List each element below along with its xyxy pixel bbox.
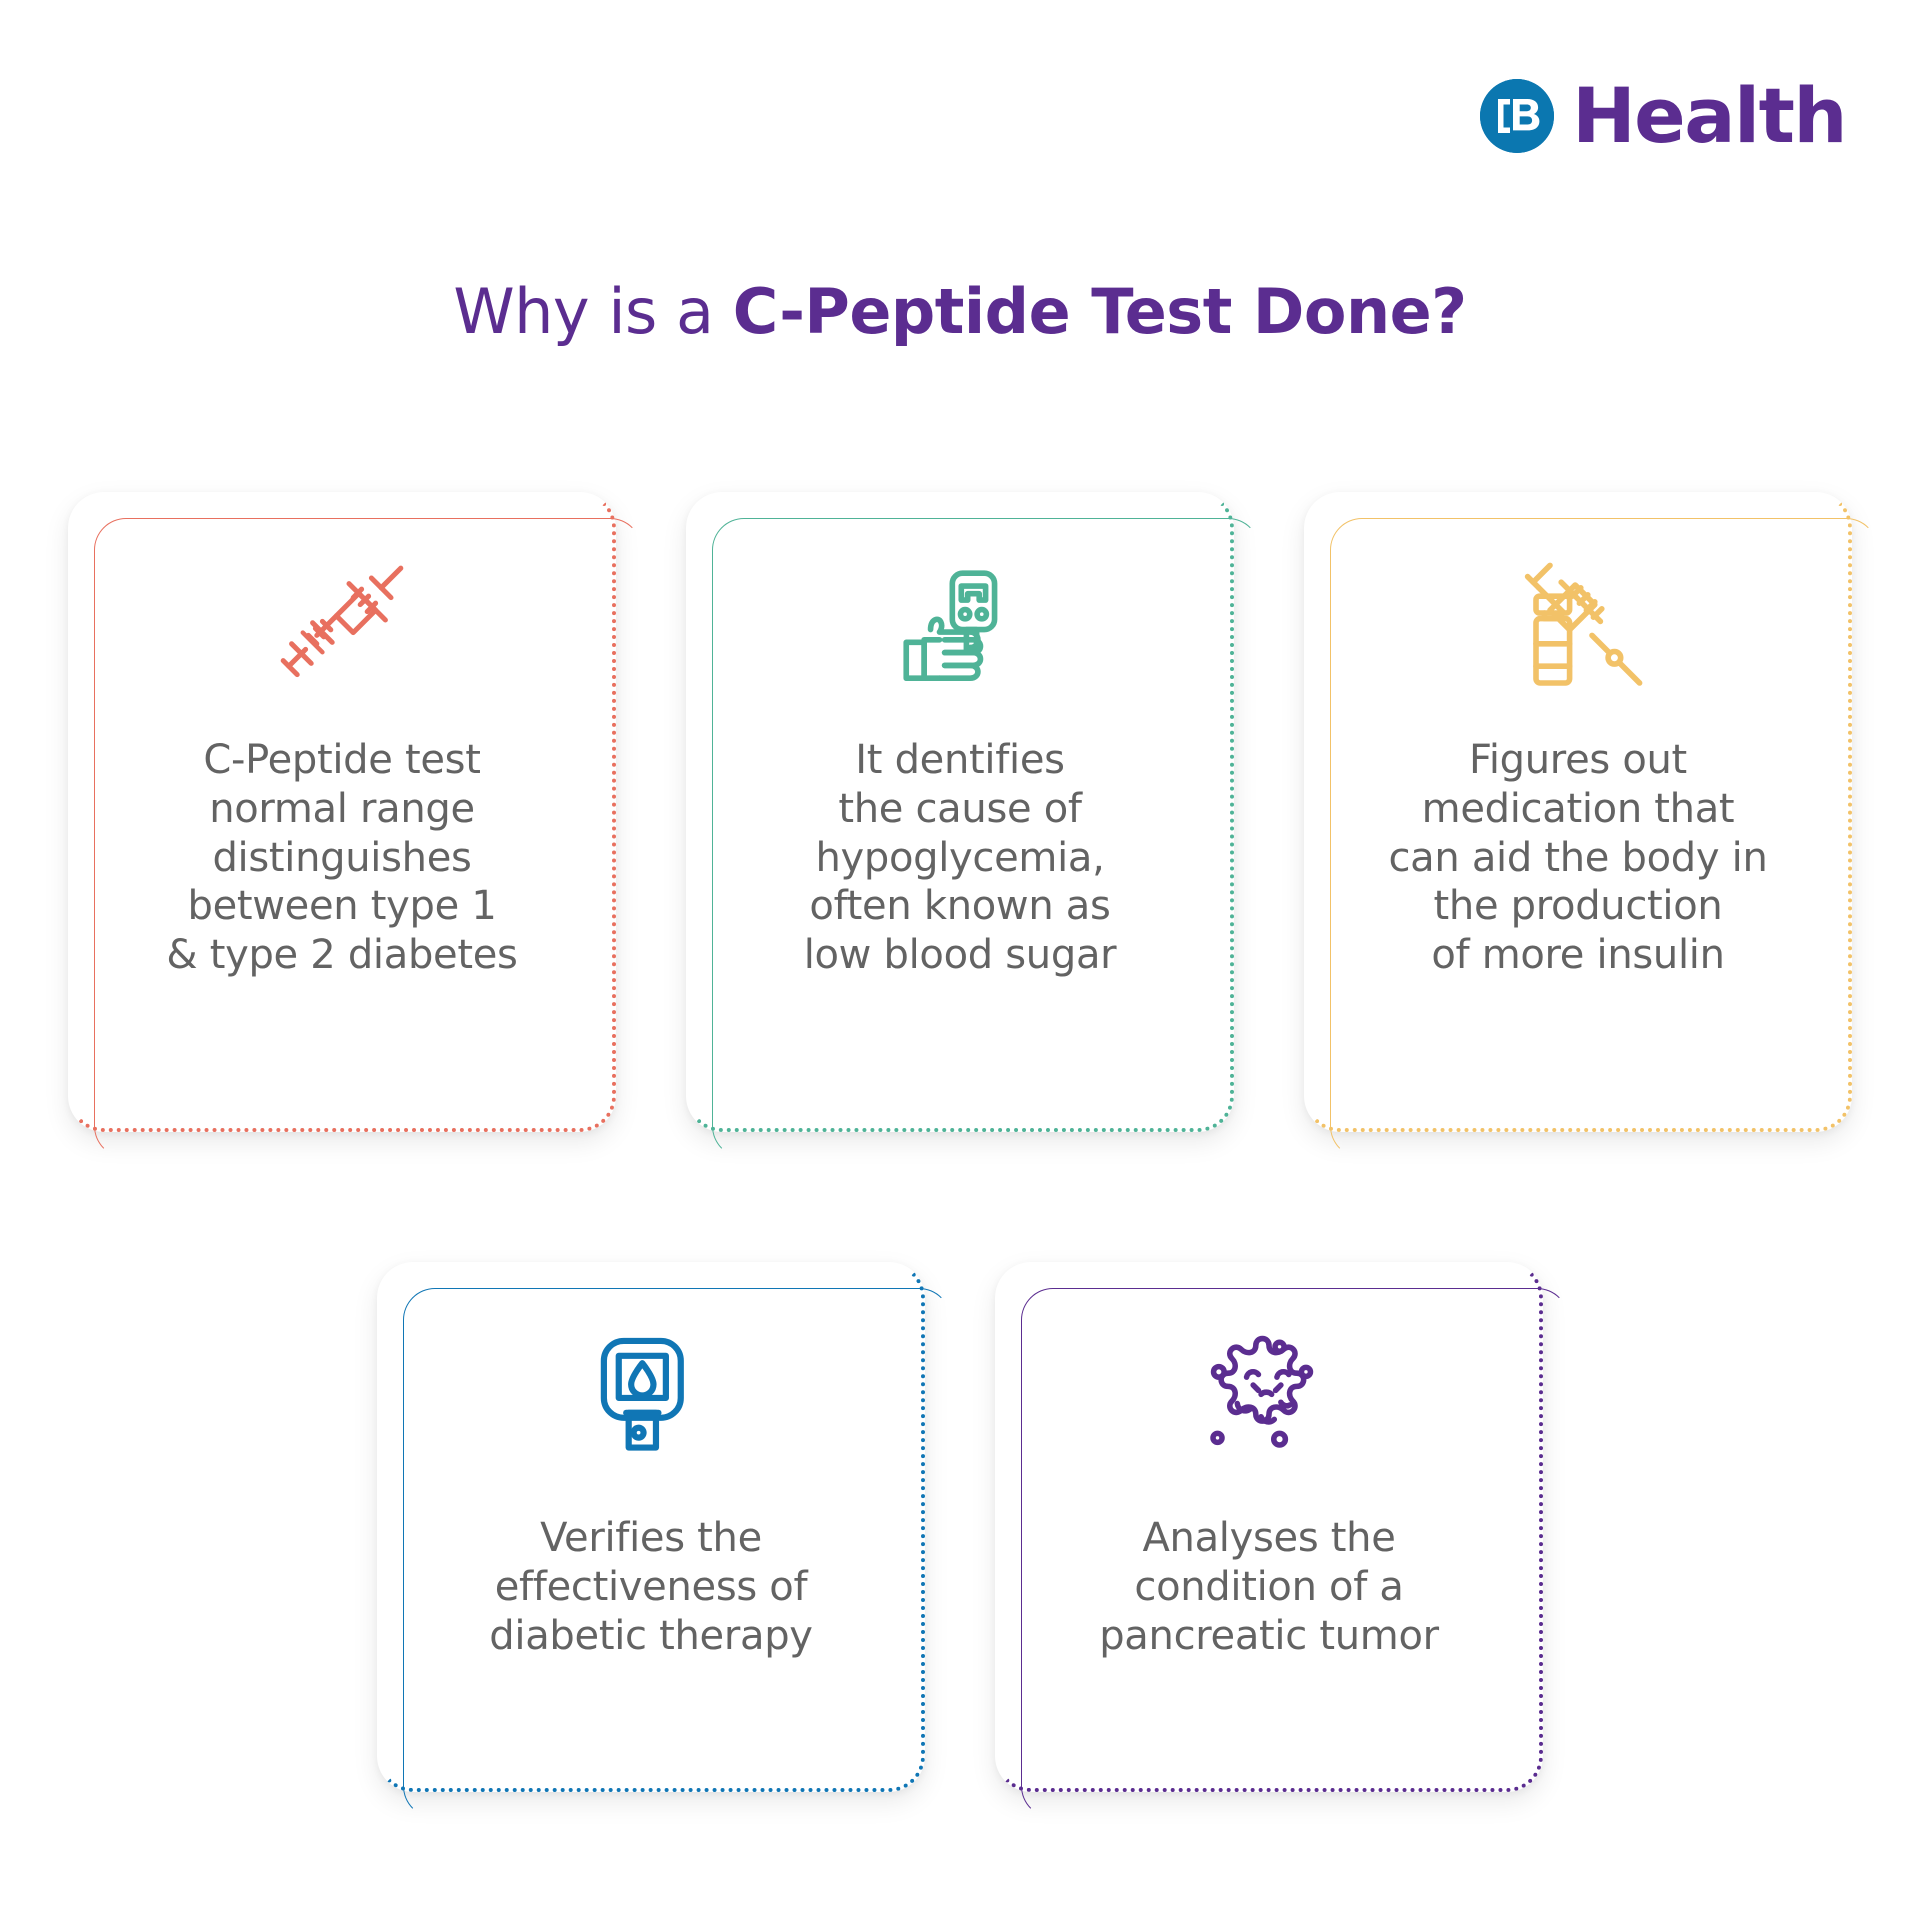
tumor-cell-icon	[1194, 1318, 1344, 1468]
card-diabetic-therapy[interactable]: Verifies the effectiveness of diabetic t…	[377, 1262, 951, 1818]
vial-syringe-icon	[1503, 552, 1653, 702]
page-title-bold: C-Peptide Test Done?	[732, 275, 1467, 348]
brand-logo: Health	[1480, 71, 1847, 160]
glucose-meter-drop-icon	[576, 1318, 726, 1468]
card-pancreatic-tumor[interactable]: Analyses the condition of a pancreatic t…	[995, 1262, 1569, 1818]
brand-wordmark: Health	[1572, 71, 1847, 160]
card-text: It dentifies the cause of hypoglycemia, …	[803, 737, 1117, 979]
page-title: Why is a C-Peptide Test Done?	[0, 275, 1920, 348]
syringe-icon	[267, 552, 417, 702]
card-text: Verifies the effectiveness of diabetic t…	[489, 1515, 813, 1659]
bajaj-finserv-b-logo-icon	[1480, 79, 1555, 153]
page-title-light: Why is a	[453, 275, 733, 348]
glucometer-thumb-icon	[885, 552, 1035, 702]
card-insulin-medication[interactable]: Figures out medication that can aid the …	[1304, 492, 1878, 1158]
card-text: Figures out medication that can aid the …	[1388, 737, 1768, 979]
card-row-top: C-Peptide test normal range distinguishe…	[0, 492, 1920, 1158]
card-text: C-Peptide test normal range distinguishe…	[166, 737, 518, 979]
card-type-diabetes[interactable]: C-Peptide test normal range distinguishe…	[68, 492, 642, 1158]
card-hypoglycemia[interactable]: It dentifies the cause of hypoglycemia, …	[686, 492, 1260, 1158]
card-text: Analyses the condition of a pancreatic t…	[1099, 1515, 1439, 1659]
card-row-bottom: Verifies the effectiveness of diabetic t…	[0, 1262, 1920, 1818]
